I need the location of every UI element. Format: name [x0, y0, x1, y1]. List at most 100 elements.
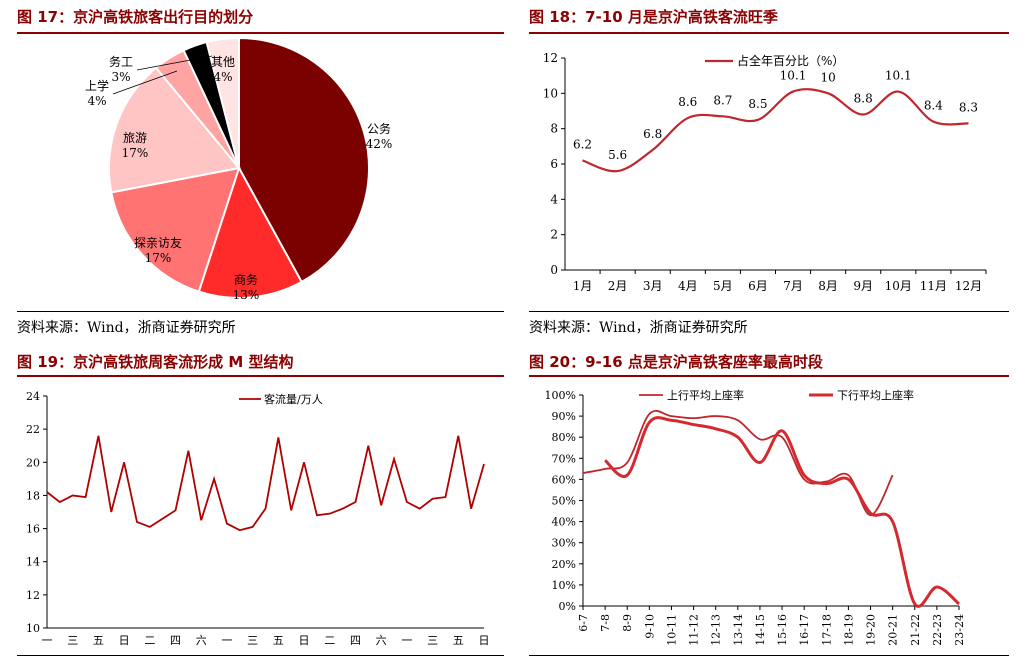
x-tick-label-0: 6-7	[577, 614, 590, 632]
pie-label-0: 公务	[367, 121, 391, 136]
x-tick-label-12: 四	[350, 634, 361, 647]
fig20-bottom-rule	[529, 655, 1009, 656]
y-tick-label-7: 24	[26, 390, 40, 403]
data-label-0: 6.2	[573, 137, 592, 151]
y-tick-label-3: 6	[550, 157, 558, 171]
legend-label: 客流量/万人	[264, 392, 323, 406]
data-label-11: 8.3	[959, 100, 978, 114]
y-tick-label-9: 90%	[552, 410, 576, 423]
x-tick-label-14: 20-21	[887, 614, 900, 646]
data-label-3: 8.6	[678, 95, 697, 109]
x-tick-label-7: 13-14	[732, 614, 745, 646]
pie-pct-0: 42%	[366, 137, 393, 151]
data-label-10: 8.4	[924, 99, 943, 113]
data-label-1: 5.6	[608, 148, 627, 162]
data-label-8: 8.8	[854, 92, 873, 106]
x-tick-label-4: 5月	[713, 279, 733, 293]
fig19-title: 图 19：京沪高铁旅周客流形成 M 型结构	[17, 353, 294, 371]
pie-label-3: 旅游	[123, 131, 147, 145]
pie-slice-0	[238, 36, 370, 284]
fig20-top-rule	[529, 375, 1009, 377]
x-tick-label-10: 16-17	[798, 614, 811, 646]
pie-pct-5: 3%	[111, 70, 130, 84]
pie-pct-2: 17%	[145, 251, 172, 265]
y-tick-label-2: 4	[550, 192, 558, 206]
y-tick-label-6: 22	[26, 423, 40, 436]
x-tick-label-15: 三	[427, 634, 438, 647]
x-tick-label-2: 五	[93, 634, 104, 647]
pie-label-1: 商务	[234, 272, 258, 287]
fig18-title: 图 18：7-10 月是京沪高铁客流旺季	[529, 8, 778, 26]
fig17-source: 资料来源：Wind，浙商证券研究所	[17, 320, 236, 336]
x-tick-label-9: 五	[273, 634, 284, 647]
pie-pct-1: 13%	[233, 288, 260, 302]
y-tick-label-5: 20	[26, 456, 40, 469]
fig18-top-rule	[529, 32, 1009, 34]
x-tick-label-14: 一	[401, 634, 412, 647]
x-tick-label-13: 六	[376, 634, 387, 647]
fig17-bottom-rule	[17, 311, 504, 312]
y-tick-label-8: 80%	[552, 431, 576, 444]
pie-slice-6	[205, 36, 240, 169]
fig18-source: 资料来源：Wind，浙商证券研究所	[529, 320, 748, 336]
x-tick-label-12: 18-19	[842, 614, 855, 646]
series-line-1	[604, 416, 960, 608]
x-tick-label-16: 22-23	[931, 614, 944, 646]
pie-slice-1	[197, 165, 303, 299]
fig18-line-chart: 0 2 4 6 8 10 12 1月 2月 3月 4月 5月 6月 7月 8月 9月 10月 11月 12月 6.2 5…	[543, 51, 987, 293]
x-tick-label-13: 19-20	[865, 614, 878, 646]
x-tick-label-5: 四	[170, 634, 181, 647]
x-tick-label-8: 9月	[853, 279, 873, 293]
x-tick-label-7: 8月	[818, 279, 838, 293]
legend-label-1: 下行平均上座率	[837, 388, 914, 402]
data-label-5: 8.5	[748, 97, 767, 111]
pie-leader-1	[136, 55, 213, 71]
panel-fig20: 图 20：9-16 点是京沪高铁客座率最高时段 0% 10% 20% 30% 40% 50…	[529, 345, 1009, 658]
series-line-share	[582, 88, 969, 173]
y-tick-label-10: 100%	[545, 389, 576, 402]
fig20-line-chart: 0% 10% 20% 30% 40% 50% 60% 70% 80% 90% 100% 6-7 7-8 8…	[545, 388, 966, 646]
x-tick-label-17: 23-24	[953, 614, 966, 646]
y-tick-label-1: 12	[26, 589, 40, 602]
y-tick-label-0: 10	[26, 622, 40, 635]
y-tick-label-4: 8	[550, 122, 558, 136]
y-tick-label-2: 14	[26, 556, 40, 569]
fig19-bottom-rule	[17, 655, 504, 656]
fig17-top-rule	[17, 32, 504, 34]
x-tick-label-3: 9-10	[643, 614, 656, 639]
y-tick-label-1: 10%	[552, 579, 576, 592]
pie-label-6: 其他	[211, 55, 235, 69]
y-tick-label-6: 12	[543, 51, 558, 65]
fig18-bottom-rule	[529, 311, 1009, 312]
y-tick-label-5: 10	[543, 86, 558, 100]
pie-label-2: 探亲访友	[134, 236, 182, 250]
x-tick-label-9: 15-16	[776, 614, 789, 646]
pie-label-5: 务工	[109, 54, 133, 69]
pie-slice-3	[108, 66, 241, 194]
pie-slice-2	[110, 166, 241, 293]
data-label-4: 8.7	[713, 93, 732, 107]
fig19-top-rule	[17, 375, 504, 377]
data-label-6: 10.1	[780, 69, 807, 83]
x-tick-label-6: 7月	[783, 279, 803, 293]
pie-leader-0	[112, 70, 178, 95]
panel-fig19: 图 19：京沪高铁旅周客流形成 M 型结构 10 12 14 16 18 20 22 24 一 三…	[17, 345, 504, 658]
y-tick-label-4: 40%	[552, 516, 576, 529]
pie-pct-4: 4%	[87, 94, 106, 108]
x-tick-label-9: 10月	[885, 279, 912, 293]
panel-fig17: 图 17：京沪高铁旅客出行目的划分 公务 42% 商务 13% 探亲访友 17% 旅游 17%…	[17, 0, 504, 340]
legend-label-0: 上行平均上座率	[667, 388, 744, 402]
y-tick-label-0: 0%	[559, 600, 576, 613]
x-tick-label-4: 二	[144, 634, 155, 647]
pie-label-4: 上学	[85, 78, 109, 93]
x-tick-label-10: 11月	[920, 279, 947, 293]
x-tick-label-1: 7-8	[599, 614, 612, 632]
y-tick-label-7: 70%	[552, 452, 576, 465]
x-tick-label-4: 10-11	[665, 614, 678, 646]
x-tick-label-6: 六	[196, 634, 207, 647]
y-tick-label-6: 60%	[552, 473, 576, 486]
x-tick-label-11: 17-18	[820, 614, 833, 646]
y-tick-label-5: 50%	[552, 495, 576, 508]
y-tick-label-3: 30%	[552, 537, 576, 550]
